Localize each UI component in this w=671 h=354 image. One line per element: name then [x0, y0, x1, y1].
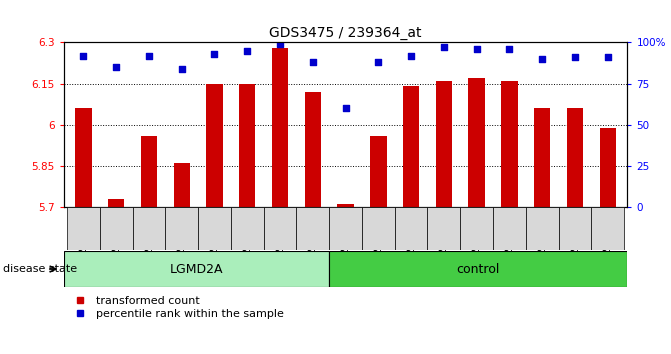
Bar	[362, 207, 395, 250]
Text: control: control	[456, 263, 500, 275]
Point	[439, 45, 450, 50]
Bar	[64, 251, 329, 287]
Bar	[329, 251, 627, 287]
Bar	[206, 84, 223, 207]
Bar	[395, 207, 427, 250]
Bar	[427, 207, 460, 250]
Bar	[534, 108, 550, 207]
Point	[209, 51, 220, 57]
Bar	[591, 207, 624, 250]
Bar	[108, 199, 124, 207]
Legend: transformed count, percentile rank within the sample: transformed count, percentile rank withi…	[69, 296, 284, 319]
Bar	[329, 207, 362, 250]
Bar	[567, 108, 583, 207]
Bar	[100, 207, 133, 250]
Bar	[165, 207, 198, 250]
Bar	[174, 163, 190, 207]
Point	[603, 55, 613, 60]
Point	[307, 59, 318, 65]
Bar	[599, 127, 616, 207]
Bar	[305, 92, 321, 207]
Bar	[501, 81, 517, 207]
Point	[373, 59, 384, 65]
Bar	[338, 204, 354, 207]
Point	[111, 64, 121, 70]
Bar	[141, 136, 157, 207]
Text: LGMD2A: LGMD2A	[170, 263, 223, 275]
Bar	[75, 108, 92, 207]
Point	[78, 53, 89, 58]
Bar	[198, 207, 231, 250]
Point	[274, 41, 285, 47]
Bar	[493, 207, 526, 250]
Point	[406, 53, 417, 58]
Point	[176, 66, 187, 72]
Bar	[403, 86, 419, 207]
Point	[504, 46, 515, 52]
Bar	[460, 207, 493, 250]
Bar	[526, 207, 558, 250]
Point	[570, 55, 580, 60]
Point	[340, 105, 351, 111]
Bar	[435, 81, 452, 207]
Bar	[468, 78, 485, 207]
Bar	[297, 207, 329, 250]
Bar	[272, 48, 289, 207]
Bar	[264, 207, 297, 250]
Bar	[231, 207, 264, 250]
Point	[144, 53, 154, 58]
Bar	[239, 84, 256, 207]
Bar	[370, 136, 386, 207]
Title: GDS3475 / 239364_at: GDS3475 / 239364_at	[269, 26, 422, 40]
Text: disease state: disease state	[3, 264, 77, 274]
Bar	[558, 207, 591, 250]
Bar	[67, 207, 100, 250]
Point	[471, 46, 482, 52]
Bar	[133, 207, 165, 250]
Point	[242, 48, 252, 53]
Point	[537, 56, 548, 62]
